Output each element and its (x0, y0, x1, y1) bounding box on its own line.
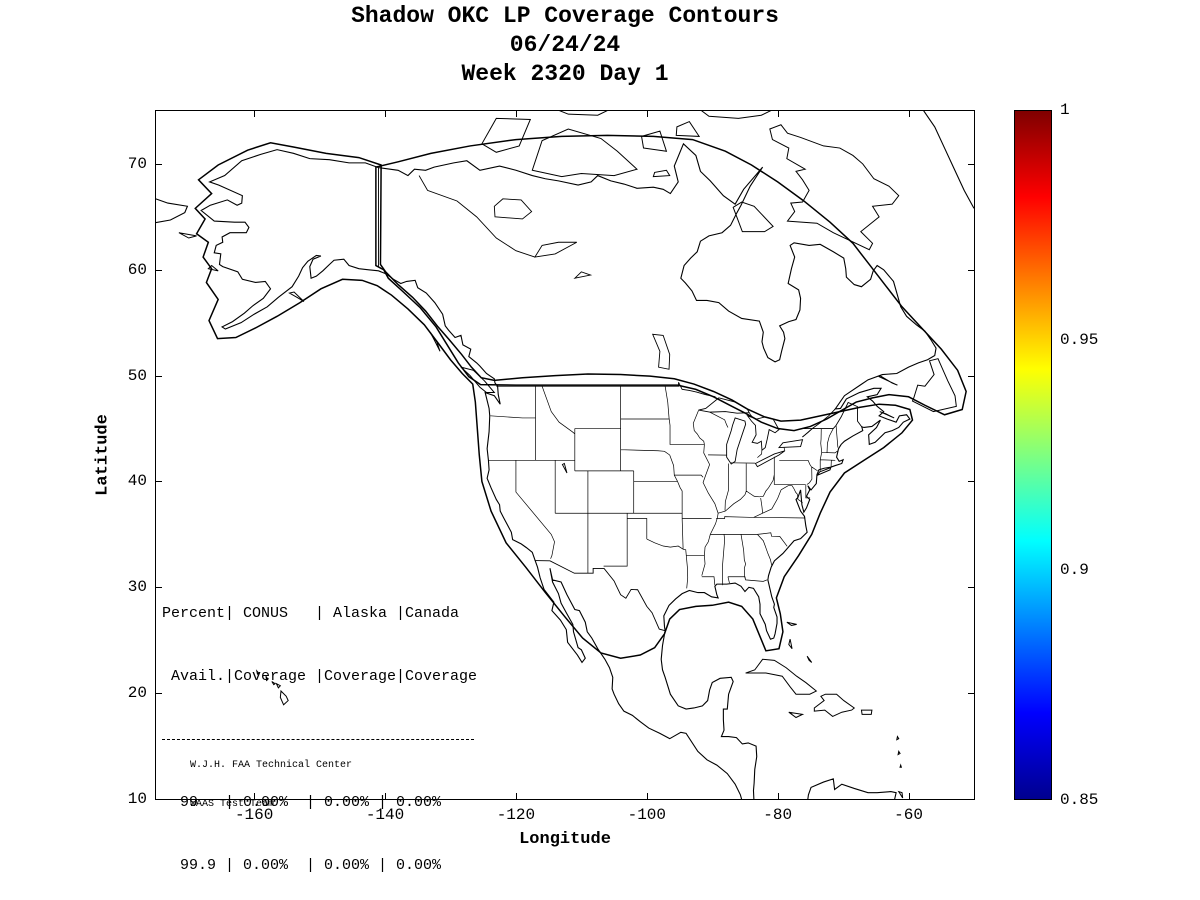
great-lakes-path (494, 199, 802, 473)
y-tick-mark (968, 163, 974, 165)
y-tick-mark (156, 799, 162, 800)
colorbar-tick-label: 0.9 (1060, 561, 1089, 579)
y-tick-mark (156, 163, 162, 165)
availability-table-row: 99 | 0.00% | 0.00% | 0.00% (162, 794, 442, 811)
colorbar-tick-label: 1 (1060, 101, 1070, 119)
y-tick-mark (968, 799, 974, 800)
y-tick-mark (968, 587, 974, 589)
figure-week-day: Week 2320 Day 1 (461, 61, 669, 87)
colorbar-tick-label: 0.95 (1060, 331, 1099, 349)
x-tick-mark (515, 111, 517, 117)
availability-table-row: 99.9 | 0.00% | 0.00% | 0.00% (162, 857, 442, 874)
y-tick-label: 20 (127, 684, 147, 703)
availability-table: Percent| CONUS | Alaska |Canada Avail.|C… (162, 561, 477, 900)
x-tick-mark (777, 111, 779, 117)
x-tick-mark (646, 793, 648, 799)
availability-table-separator (162, 739, 474, 740)
figure-title-block: Shadow OKC LP Coverage Contours 06/24/24… (155, 2, 975, 89)
y-tick-mark (968, 375, 974, 377)
x-tick-mark (254, 793, 256, 799)
credit-annotation: W.J.H. FAA Technical Center WAAS Test Te… (190, 733, 352, 837)
availability-table-header-1: Percent| CONUS | Alaska |Canada (162, 605, 460, 622)
x-tick-label: -160 (234, 806, 274, 824)
coastline-path (156, 111, 974, 799)
y-tick-label: 30 (127, 578, 147, 597)
x-tick-mark (385, 111, 387, 117)
north-america-map (156, 111, 974, 799)
y-tick-mark (156, 587, 162, 589)
availability-table-header-2: Avail.|Coverage |Coverage|Coverage (162, 668, 478, 685)
y-tick-mark (156, 693, 162, 695)
x-tick-label: -120 (496, 806, 536, 824)
contour-90-path (376, 135, 966, 430)
figure-date: 06/24/24 (509, 32, 621, 58)
y-tick-mark (156, 269, 162, 271)
y-tick-label: 60 (127, 260, 147, 279)
colorbar (1014, 110, 1052, 800)
y-tick-label: 10 (127, 790, 147, 808)
state-borders-path (488, 386, 837, 588)
figure-title: Shadow OKC LP Coverage Contours (351, 3, 779, 29)
y-tick-mark (968, 269, 974, 271)
x-tick-label: -140 (365, 806, 405, 824)
x-tick-mark (515, 793, 517, 799)
credit-line-1: W.J.H. FAA Technical Center (190, 760, 353, 771)
map-plot-area: Percent| CONUS | Alaska |Canada Avail.|C… (128, 110, 975, 874)
y-tick-label: 70 (127, 154, 147, 173)
x-axis-label: Longitude (519, 830, 611, 849)
x-tick-label: -100 (627, 806, 666, 824)
x-tick-label: -80 (763, 806, 793, 824)
y-tick-mark (156, 481, 162, 483)
colorbar-tick-label: 0.85 (1060, 791, 1099, 809)
y-tick-mark (968, 481, 974, 483)
x-tick-mark (646, 111, 648, 117)
y-tick-label: 40 (127, 472, 147, 491)
y-tick-label: 50 (127, 366, 147, 385)
x-tick-mark (908, 793, 910, 799)
x-tick-mark (777, 793, 779, 799)
x-tick-mark (254, 111, 256, 117)
credit-line-2: WAAS Test Team (190, 799, 275, 810)
islands-path (179, 111, 956, 798)
y-axis-label: Latitude (93, 414, 113, 496)
x-tick-label: -60 (894, 806, 923, 824)
contour-95-path (195, 143, 912, 658)
x-tick-mark (385, 793, 387, 799)
y-tick-mark (156, 375, 162, 377)
national-border-path (378, 168, 861, 631)
x-tick-mark (908, 111, 910, 117)
y-tick-mark (968, 693, 974, 695)
